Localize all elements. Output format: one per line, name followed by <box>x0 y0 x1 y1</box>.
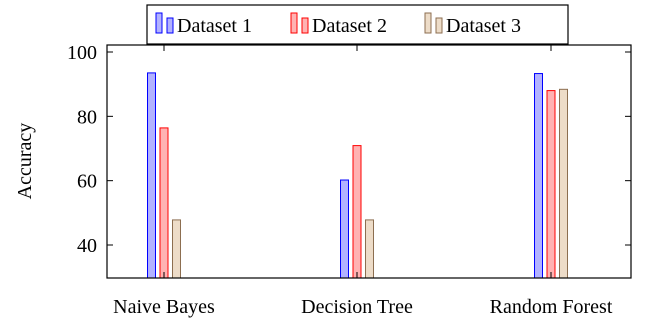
legend-label-dataset-2: Dataset 2 <box>312 15 387 37</box>
legend-item-dataset-2: Dataset 2 <box>290 12 387 37</box>
x-category-label-random-forest: Random Forest <box>490 296 613 318</box>
y-axis-label: Accuracy <box>14 123 36 200</box>
x-category-label-decision-tree: Decision Tree <box>301 296 413 318</box>
x-category-labels: Naive Bayes Decision Tree Random Forest <box>113 45 613 318</box>
legend-label-dataset-3: Dataset 3 <box>446 15 521 37</box>
bar-series-1-random-forest <box>534 73 543 279</box>
bar-series-3-naive-bayes <box>172 219 181 279</box>
legend-swatch-dataset-1-a <box>155 12 163 34</box>
legend-item-dataset-1: Dataset 1 <box>155 12 252 37</box>
legend-swatch-dataset-3-a <box>424 12 432 34</box>
legend-item-dataset-3: Dataset 3 <box>424 12 521 37</box>
bar-series-2-decision-tree <box>352 145 362 279</box>
bar-series-3-decision-tree <box>365 219 374 279</box>
y-tick-label-40: 40 <box>77 235 97 257</box>
bar-series-2-naive-bayes <box>159 127 169 279</box>
y-ticks: 40 60 80 100 <box>67 42 631 257</box>
legend-box <box>146 4 569 45</box>
legend-swatch-dataset-2-a <box>290 12 298 34</box>
bar-series-1-naive-bayes <box>147 72 156 279</box>
x-category-label-naive-bayes: Naive Bayes <box>113 296 215 318</box>
plot-frame <box>106 44 632 279</box>
legend-swatch-dataset-1-b <box>166 17 174 34</box>
bar-series-2-random-forest <box>546 90 556 279</box>
legend-label-dataset-1: Dataset 1 <box>177 15 252 37</box>
legend: Dataset 1 Dataset 2 Dataset 3 <box>146 4 569 45</box>
y-tick-label-60: 60 <box>77 171 97 193</box>
bars-layer <box>147 72 568 279</box>
legend-swatch-dataset-2-b <box>301 17 309 34</box>
bar-series-3-random-forest <box>559 88 568 279</box>
y-tick-label-100: 100 <box>67 42 97 64</box>
y-tick-label-80: 80 <box>77 106 97 128</box>
legend-swatch-dataset-3-b <box>435 17 443 34</box>
bar-series-1-decision-tree <box>340 179 349 279</box>
